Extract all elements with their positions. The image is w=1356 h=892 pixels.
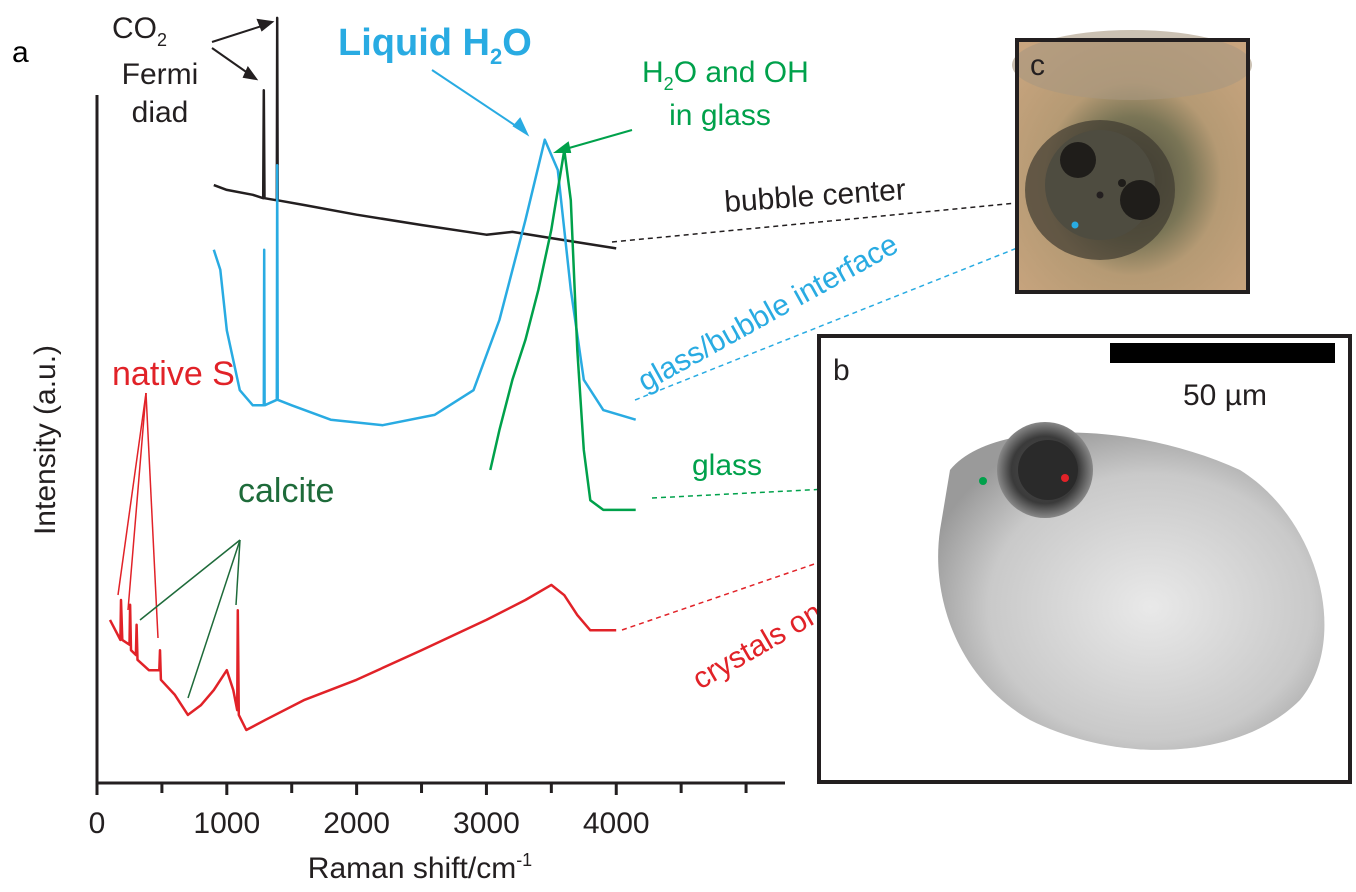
panel-label: b — [833, 354, 850, 387]
arrow — [432, 70, 527, 134]
arrows — [212, 20, 272, 79]
series-label: bubble center — [723, 173, 907, 219]
annotation: diad — [132, 96, 189, 129]
x-axis-label: Raman shift/cm-1 — [308, 850, 532, 885]
annotation: H2O and OH — [642, 56, 809, 94]
arrows — [118, 393, 158, 638]
x-tick-label: 0 — [89, 807, 106, 840]
figure: a CO2 Fermi diad Liquid H2O H2O and OH i… — [0, 0, 1356, 892]
annotation-sub: 2 — [490, 44, 502, 69]
annotation: in glass — [669, 99, 771, 132]
panel-c: c — [1012, 30, 1252, 292]
series-line — [214, 140, 636, 426]
annotation: native S — [112, 355, 235, 393]
x-tick-label: 4000 — [583, 807, 650, 840]
annotation-text: H — [642, 56, 664, 89]
x-tick-label: 2000 — [323, 807, 390, 840]
annotation: CO2 — [112, 12, 167, 50]
annotation-text: Liquid H — [338, 22, 490, 64]
series-line — [490, 150, 635, 510]
annotation-sub: 2 — [157, 30, 167, 50]
scale-bar-label: 50 µm — [1183, 379, 1267, 412]
annotation-sub: 2 — [664, 74, 674, 94]
y-axis-label: Intensity (a.u.) — [29, 345, 62, 535]
x-axis-label-text: Raman shift/cm — [308, 852, 516, 885]
annotation: calcite — [238, 472, 334, 510]
arrow — [556, 130, 632, 152]
annotation-text: CO — [112, 12, 157, 45]
annotation: Fermi — [122, 58, 199, 91]
annotation-text: O — [502, 22, 532, 64]
series-line — [110, 585, 616, 730]
series-label: glass — [692, 449, 762, 482]
page: a CO2 Fermi diad Liquid H2O H2O and OH i… — [0, 0, 1356, 892]
x-tick-label: 3000 — [453, 807, 520, 840]
annotation: Liquid H2O — [338, 22, 532, 69]
x-tick-label: 1000 — [193, 807, 260, 840]
panel-b: 50 µm b — [819, 336, 1350, 782]
panel-label: c — [1030, 49, 1045, 82]
panel-label: a — [12, 36, 29, 69]
annotation-text: O and OH — [674, 56, 809, 89]
x-axis-label-sup: -1 — [516, 850, 532, 870]
